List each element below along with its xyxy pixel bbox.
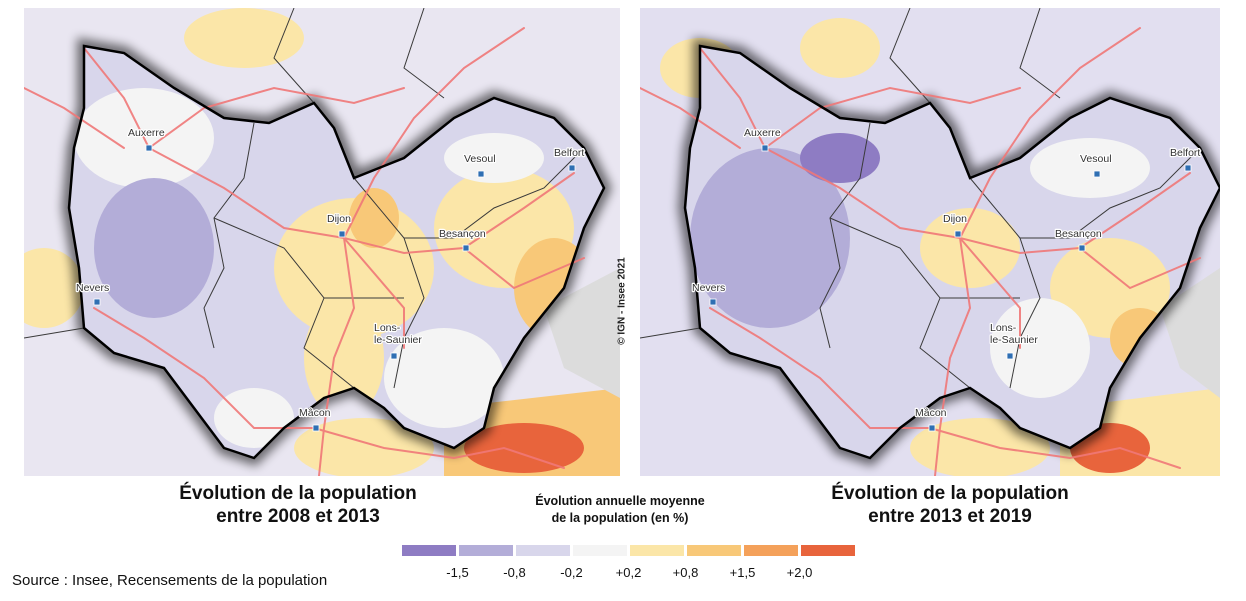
- map-title-right: Évolution de la population entre 2013 et…: [770, 482, 1130, 528]
- legend-tick-label: -0,2: [560, 565, 583, 580]
- legend-swatch: [801, 545, 855, 556]
- city-label-dijon-right: Dijon: [943, 213, 967, 225]
- city-marker-lons-le-saunier-left: [390, 352, 398, 360]
- legend-swatch: [744, 545, 798, 556]
- legend-tick-label: +2,0: [786, 565, 813, 580]
- city-marker-belfort-right: [1184, 164, 1192, 172]
- city-label-dijon-left: Dijon: [327, 213, 351, 225]
- legend-color-scale: [402, 545, 858, 556]
- city-marker-auxerre-right: [761, 144, 769, 152]
- city-marker-nevers-right: [709, 298, 717, 306]
- city-label-nevers-left: Nevers: [76, 282, 109, 294]
- city-marker-lons-le-saunier-right: [1006, 352, 1014, 360]
- city-marker-dijon-right: [954, 230, 962, 238]
- city-label-belfort-left: Belfort: [554, 147, 584, 159]
- city-marker-vesoul-right: [1093, 170, 1101, 178]
- map-title-left-line2: entre 2008 et 2013: [216, 506, 380, 527]
- city-label-nevers-right: Nevers: [692, 282, 725, 294]
- map-canvas-right: Auxerre Vesoul Belfort Dijon Besançon Nevers L…: [640, 8, 1220, 476]
- legend-swatch: [573, 545, 627, 556]
- city-label-auxerre-left: Auxerre: [128, 127, 165, 139]
- legend-swatch: [402, 545, 456, 556]
- city-label-lons-le-saunier-right: Lons-: [990, 322, 1017, 334]
- legend-title: Évolution annuelle moyenne de la populat…: [470, 493, 770, 527]
- city-marker-besan-on-right: [1078, 244, 1086, 252]
- map-title-left: Évolution de la population entre 2008 et…: [118, 482, 478, 528]
- city-label-vesoul-left: Vesoul: [464, 153, 496, 165]
- city-label-vesoul-right: Vesoul: [1080, 153, 1112, 165]
- map-title-left-line1: Évolution de la population: [179, 483, 417, 504]
- map-2008-2013: Auxerre Vesoul Belfort Dijon Besançon Nevers L…: [24, 8, 620, 476]
- city-marker-m-con-right: [928, 424, 936, 432]
- legend-tick-label: +1,5: [729, 565, 756, 580]
- city-marker-dijon-left: [338, 230, 346, 238]
- map-canvas-left: Auxerre Vesoul Belfort Dijon Besançon Nevers L…: [24, 8, 620, 476]
- legend-title-line1: Évolution annuelle moyenne: [535, 494, 705, 508]
- legend-tick-label: -1,5: [446, 565, 469, 580]
- city-label-besan-on-left: Besançon: [439, 228, 486, 240]
- legend-tick-label: +0,8: [672, 565, 699, 580]
- city-label-m-con-right: Mâcon: [915, 407, 947, 419]
- city-label-m-con-left: Mâcon: [299, 407, 331, 419]
- city-label-lons-le-saunier-left: Lons-: [374, 322, 401, 334]
- city-marker-vesoul-left: [477, 170, 485, 178]
- legend-swatch: [687, 545, 741, 556]
- legend-swatch: [459, 545, 513, 556]
- legend-swatch: [516, 545, 570, 556]
- credit-text: © IGN - Insee 2021: [616, 257, 628, 345]
- city-marker-belfort-left: [568, 164, 576, 172]
- city-marker-m-con-left: [312, 424, 320, 432]
- map-title-right-line2: entre 2013 et 2019: [868, 506, 1032, 527]
- legend-swatch: [630, 545, 684, 556]
- city-marker-auxerre-left: [145, 144, 153, 152]
- legend-tick-label: -0,8: [503, 565, 526, 580]
- city-marker-besan-on-left: [462, 244, 470, 252]
- city-label-belfort-right: Belfort: [1170, 147, 1200, 159]
- copyright-credit: © IGN - Insee 2021: [612, 236, 632, 366]
- legend-title-line2: de la population (en %): [551, 511, 689, 525]
- city-label-besan-on-right: Besançon: [1055, 228, 1102, 240]
- city-label-auxerre-right: Auxerre: [744, 127, 781, 139]
- source-note: Source : Insee, Recensements de la popul…: [12, 572, 328, 589]
- map-2013-2019: Auxerre Vesoul Belfort Dijon Besançon Nevers L…: [640, 8, 1220, 476]
- city-label-lons-le-saunier-left: le-Saunier: [374, 334, 422, 346]
- city-marker-nevers-left: [93, 298, 101, 306]
- map-title-right-line1: Évolution de la population: [831, 483, 1069, 504]
- legend-tick-label: +0,2: [615, 565, 642, 580]
- city-label-lons-le-saunier-right: le-Saunier: [990, 334, 1038, 346]
